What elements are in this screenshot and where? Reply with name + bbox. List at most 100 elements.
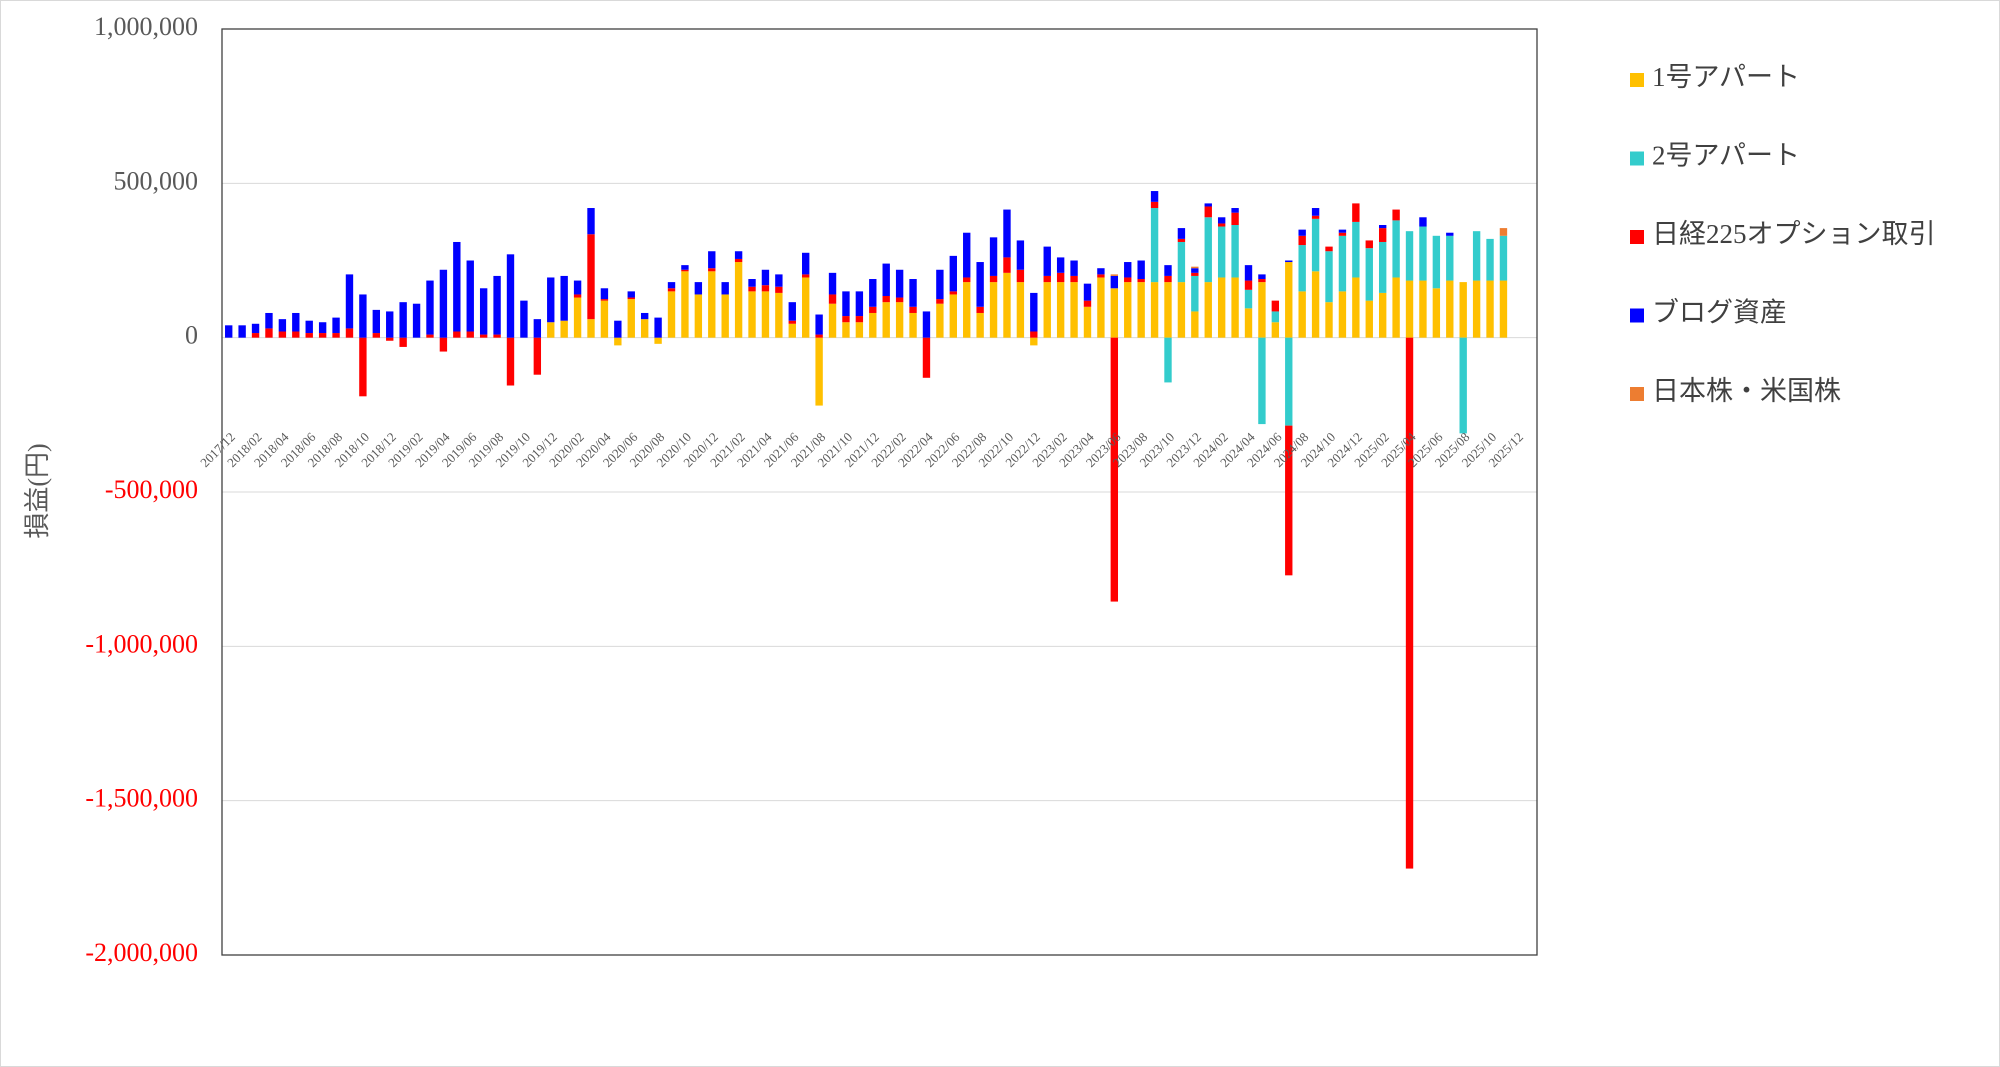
bar-segment	[1352, 203, 1360, 222]
bar-segment	[1258, 282, 1266, 338]
bar-segment	[1191, 268, 1199, 273]
bar-segment	[547, 277, 555, 323]
bar-segment	[1285, 262, 1293, 338]
bar-segment	[976, 262, 984, 307]
bar-segment	[560, 320, 568, 338]
y-tick-label: -500,000	[105, 475, 198, 504]
bar-segment	[1432, 235, 1441, 289]
bar-segment	[882, 295, 890, 303]
bar-segment	[1446, 280, 1454, 338]
bar-segment	[426, 334, 434, 338]
bar-segment	[895, 302, 904, 338]
bar-segment	[493, 275, 501, 335]
bar-segment	[936, 269, 944, 300]
bar-segment	[1070, 282, 1078, 338]
bar-segment	[1244, 289, 1253, 309]
bar-segment	[1378, 225, 1387, 229]
bar-segment	[1097, 277, 1105, 338]
bar-segment	[1486, 238, 1494, 281]
bar-segment	[1030, 337, 1038, 346]
bar-segment	[251, 323, 260, 334]
bar-segment	[1419, 217, 1427, 227]
bar-segment	[453, 331, 461, 338]
bar-segment	[936, 303, 944, 338]
bar-segment	[1124, 282, 1132, 338]
bar-segment	[828, 303, 837, 338]
bar-segment	[1244, 265, 1253, 281]
bar-segment	[667, 282, 676, 289]
bar-segment	[815, 337, 823, 406]
bar-segment	[828, 272, 837, 295]
bar-segment	[1231, 208, 1239, 213]
bar-segment	[788, 320, 796, 324]
bar-segment	[708, 268, 716, 272]
bar-segment	[989, 275, 998, 283]
bar-segment	[681, 271, 689, 338]
bar-segment	[587, 234, 595, 320]
bar-segment	[1271, 311, 1280, 323]
bar-segment	[1150, 191, 1159, 202]
bar-segment	[855, 291, 864, 317]
bar-segment	[305, 320, 313, 334]
bar-segment	[949, 291, 957, 295]
bar-segment	[1486, 280, 1494, 338]
y-tick-label: -1,000,000	[85, 629, 198, 658]
bar-segment	[1311, 215, 1320, 219]
y-tick-label: -2,000,000	[85, 938, 198, 967]
bar-segment	[251, 333, 260, 338]
bar-segment	[1083, 300, 1092, 307]
bar-segment	[318, 333, 327, 338]
bar-segment	[1446, 235, 1454, 281]
y-tick-label: 500,000	[114, 166, 199, 195]
bar-segment	[359, 294, 367, 338]
bar-segment	[922, 337, 931, 378]
bar-segment	[963, 282, 971, 338]
bar-segment	[842, 316, 850, 323]
bar-segment	[1030, 292, 1038, 332]
bar-segment	[1204, 203, 1212, 207]
bar-segment	[426, 280, 434, 335]
bar-segment	[305, 333, 313, 338]
bar-segment	[1110, 274, 1119, 276]
bar-segment	[694, 282, 703, 295]
bar-segment	[734, 251, 743, 259]
bar-segment	[882, 263, 890, 296]
bar-segment	[627, 291, 635, 298]
bar-segment	[1191, 272, 1199, 276]
bar-segment	[1405, 231, 1414, 281]
bar-segment	[345, 274, 354, 329]
bar-segment	[466, 260, 474, 332]
bar-segment	[1298, 245, 1306, 292]
legend-marker	[1630, 308, 1644, 323]
bar-segment	[372, 333, 381, 338]
bar-segment	[520, 300, 528, 338]
bar-segment	[869, 306, 877, 313]
bar-segment	[587, 319, 595, 338]
bar-segment	[708, 251, 716, 269]
bar-segment	[466, 331, 474, 338]
bar-segment	[855, 322, 864, 338]
bar-segment	[1338, 291, 1347, 338]
bar-segment	[1325, 246, 1333, 252]
bar-segment	[1298, 291, 1306, 338]
bar-segment	[1285, 260, 1293, 263]
bar-segment	[909, 312, 917, 338]
bar-segment	[761, 269, 770, 286]
legend-label: 2号アパート	[1652, 141, 1800, 171]
bar-segment	[1405, 337, 1414, 869]
bar-segment	[936, 299, 944, 304]
bar-segment	[265, 312, 273, 329]
bar-segment	[318, 322, 327, 334]
y-tick-label: -1,500,000	[85, 784, 198, 813]
bar-segment	[573, 294, 582, 298]
bar-segment	[976, 306, 984, 313]
bar-segment	[989, 282, 998, 338]
bar-segment	[1070, 260, 1078, 276]
bar-segment	[1217, 277, 1226, 338]
bar-segment	[1191, 275, 1199, 312]
bar-segment	[278, 319, 287, 332]
bar-segment	[1070, 275, 1078, 283]
bar-segment	[1459, 282, 1467, 338]
bar-segment	[640, 312, 649, 320]
